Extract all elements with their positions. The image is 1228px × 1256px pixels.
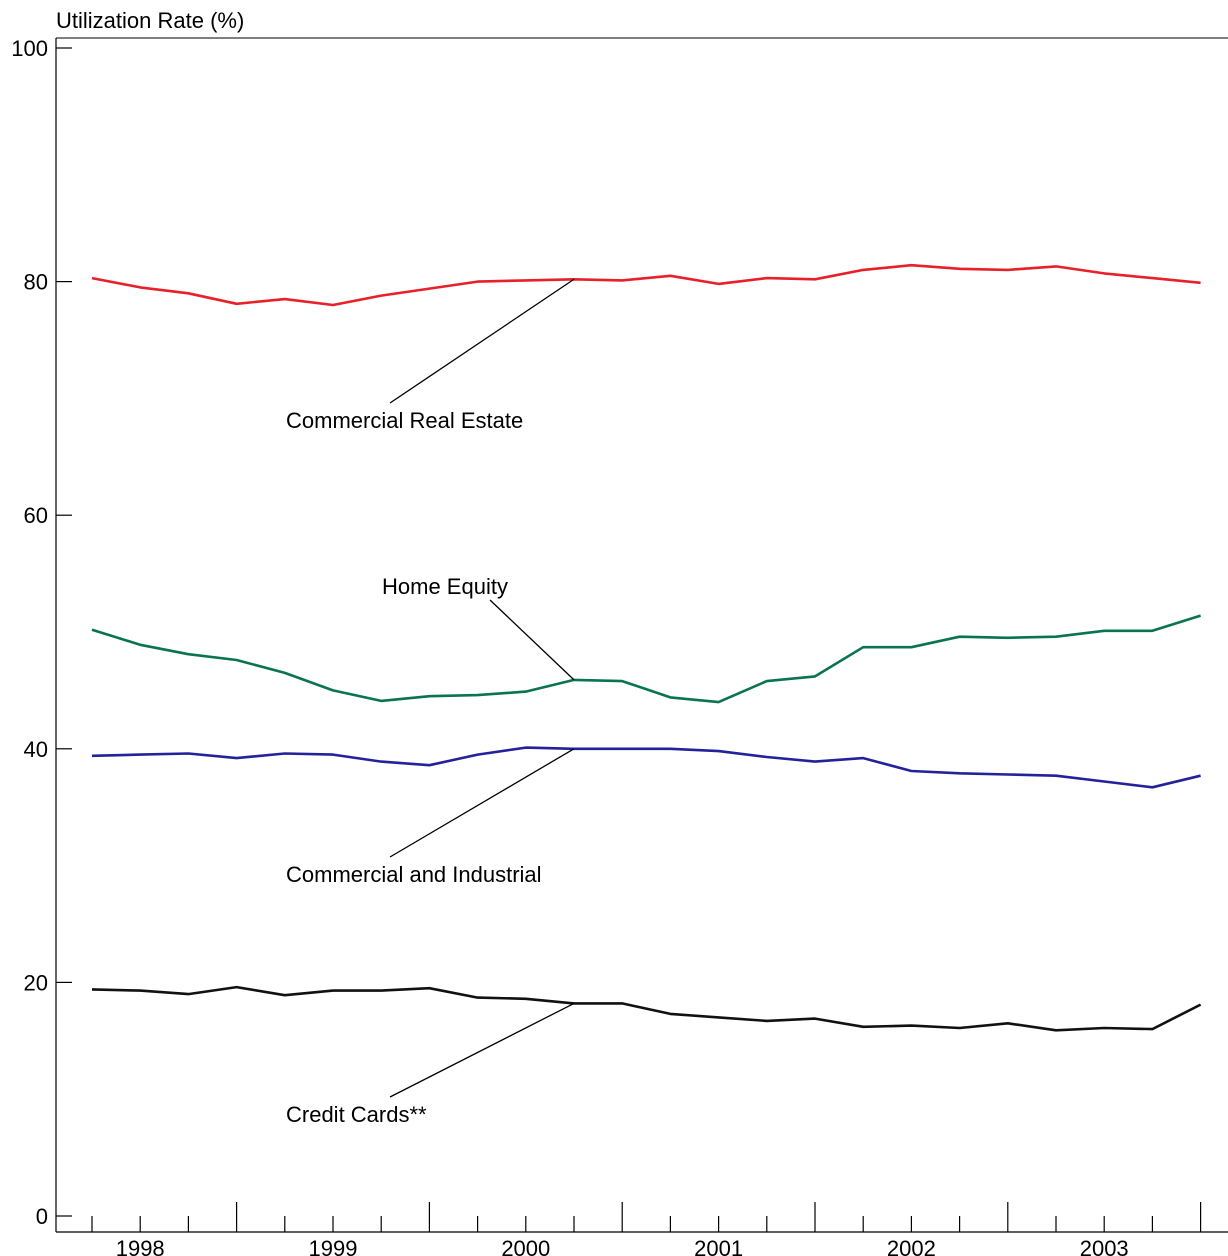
x-tick-label: 1998 — [116, 1236, 165, 1256]
annotation-leader — [389, 1002, 575, 1098]
x-tick-label: 2000 — [501, 1236, 550, 1256]
annotation-leader — [389, 748, 575, 858]
y-tick-label: 0 — [36, 1204, 48, 1229]
annotation-leader — [389, 278, 575, 404]
annotation-label: Credit Cards** — [286, 1102, 427, 1127]
x-tick-label: 2003 — [1080, 1236, 1129, 1256]
x-tick-label: 2002 — [887, 1236, 936, 1256]
annotation-label: Home Equity — [382, 574, 508, 599]
series-line-commercial-and-industrial — [91, 746, 1201, 789]
x-tick-label: 1999 — [309, 1236, 358, 1256]
annotation-leader — [489, 599, 575, 681]
y-tick-label: 20 — [24, 970, 48, 995]
y-tick-label: 60 — [24, 503, 48, 528]
y-tick-label: 80 — [24, 270, 48, 295]
y-tick-label: 40 — [24, 737, 48, 762]
annotation-label: Commercial and Industrial — [286, 862, 542, 887]
series-line-credit-cards — [91, 985, 1202, 1032]
series-line-commercial-real-estate — [91, 263, 1201, 307]
x-tick-label: 2001 — [694, 1236, 743, 1256]
annotation-label: Commercial Real Estate — [286, 408, 523, 433]
y-axis-label: Utilization Rate (%) — [56, 8, 245, 33]
series-line-home-equity — [91, 614, 1201, 704]
y-tick-label: 100 — [11, 36, 48, 61]
